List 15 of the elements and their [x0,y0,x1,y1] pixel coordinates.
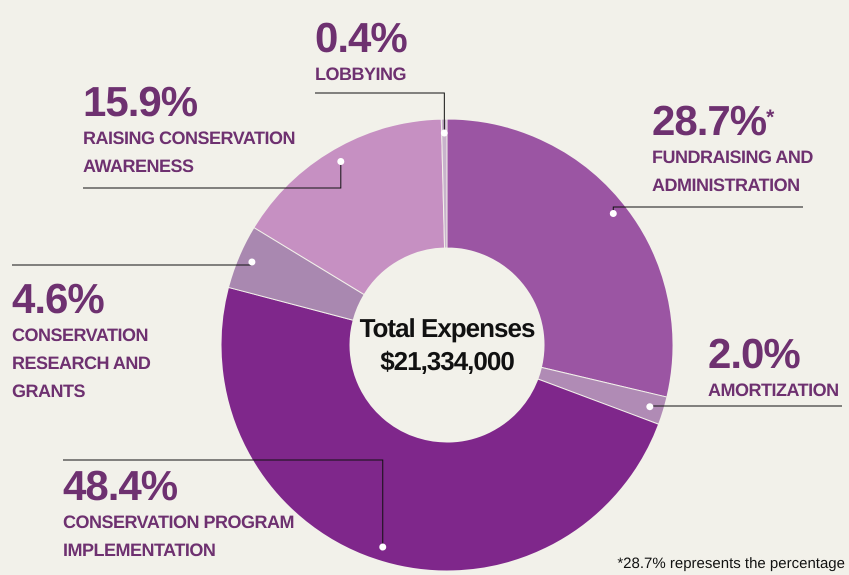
text: Total Expenses [360,313,535,343]
text: $21,334,000 [380,346,514,376]
slice-label: FUNDRAISING AND ADMINISTRATION [652,147,814,195]
data-label: 2.0% [708,330,800,377]
slice-label: AMORTIZATION [708,380,839,400]
data-label: 15.9% [83,78,198,125]
data-label: 0.4% [315,14,408,61]
slice-label: RAISING CONSERVATION AWARENESS [83,128,296,176]
slice-label: CONSERVATION PROGRAM IMPLEMENTATION [63,512,294,560]
data-label: 28.7%$^{*}$ [652,97,776,144]
data-label: 4.6% [12,275,104,322]
slice-label: CONSERVATION RESEARCH AND GRANTS [12,325,151,401]
slice-label: LOBBYING [315,64,406,84]
text: *28.7% represents the percentage [617,555,845,572]
data-label: 48.4% [63,462,178,509]
